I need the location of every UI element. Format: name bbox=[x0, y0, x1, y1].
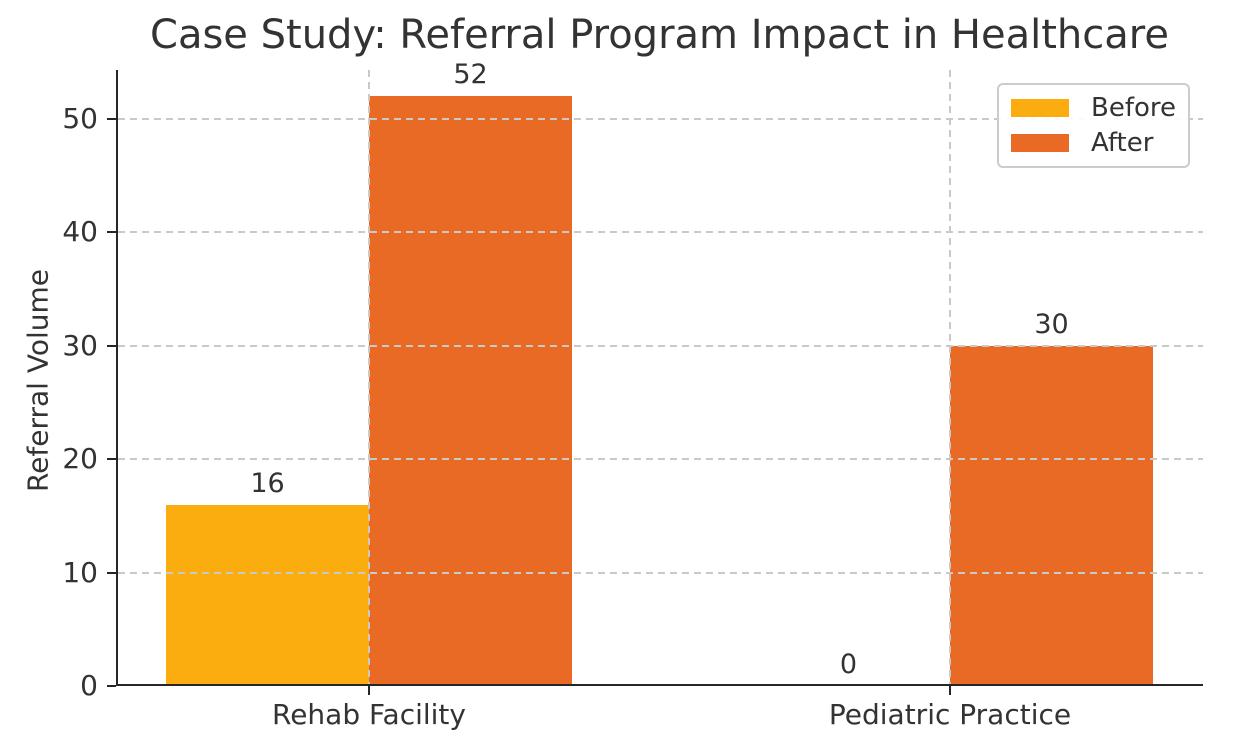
y-axis-label: Referral Volume bbox=[21, 269, 55, 493]
h-gridline-20 bbox=[118, 458, 1203, 461]
y-tick-label-0: 0 bbox=[80, 669, 98, 702]
v-gridline-pediatric-practice bbox=[949, 70, 951, 684]
y-tick-30 bbox=[107, 344, 116, 347]
plot-area: 0 10 20 30 40 50 Rehab Facility Pediatric Pract… bbox=[62, 59, 1203, 731]
legend-label-after: After bbox=[1091, 127, 1154, 158]
y-tick-label-30: 30 bbox=[62, 328, 98, 362]
bar-value-after-rehab-facility: 52 bbox=[453, 59, 488, 91]
y-tick-50 bbox=[107, 118, 116, 120]
y-tick-20 bbox=[107, 458, 116, 461]
bar-value-before-pediatric-practice: 0 bbox=[839, 649, 858, 680]
h-gridline-50 bbox=[118, 118, 1203, 120]
h-gridline-40 bbox=[118, 231, 1203, 234]
y-tick-label-20: 20 bbox=[62, 442, 98, 476]
legend-label-before: Before bbox=[1091, 93, 1177, 124]
x-tick-rehab-facility bbox=[368, 686, 370, 695]
x-tick-label-rehab-facility: Rehab Facility bbox=[272, 698, 466, 731]
x-axis-line bbox=[116, 684, 1203, 686]
v-gridline-rehab-facility bbox=[368, 70, 370, 684]
bar-after-rehab-facility bbox=[369, 96, 572, 686]
chart-title: Case Study: Referral Program Impact in H… bbox=[150, 12, 1169, 58]
legend-item-after: After bbox=[1011, 128, 1176, 158]
x-tick-pediatric-practice bbox=[949, 686, 951, 695]
legend-item-before: Before bbox=[1011, 93, 1176, 123]
y-axis-line bbox=[116, 70, 118, 686]
legend-swatch-before bbox=[1011, 99, 1069, 118]
y-tick-label-40: 40 bbox=[62, 215, 98, 249]
y-tick-0 bbox=[107, 685, 116, 687]
y-tick-label-10: 10 bbox=[62, 555, 98, 589]
y-tick-label-50: 50 bbox=[62, 102, 98, 135]
bar-value-after-pediatric-practice: 30 bbox=[1034, 308, 1069, 340]
y-tick-40 bbox=[107, 231, 116, 234]
y-tick-10 bbox=[107, 571, 116, 574]
x-tick-label-pediatric-practice: Pediatric Practice bbox=[828, 698, 1072, 731]
h-gridline-30 bbox=[118, 344, 1203, 347]
bar-value-before-rehab-facility: 16 bbox=[250, 467, 285, 499]
legend-swatch-after bbox=[1011, 133, 1069, 152]
bar-before-rehab-facility bbox=[166, 504, 369, 686]
legend: Before After bbox=[997, 83, 1190, 168]
h-gridline-10 bbox=[118, 571, 1203, 574]
bar-after-pediatric-practice bbox=[950, 345, 1153, 686]
